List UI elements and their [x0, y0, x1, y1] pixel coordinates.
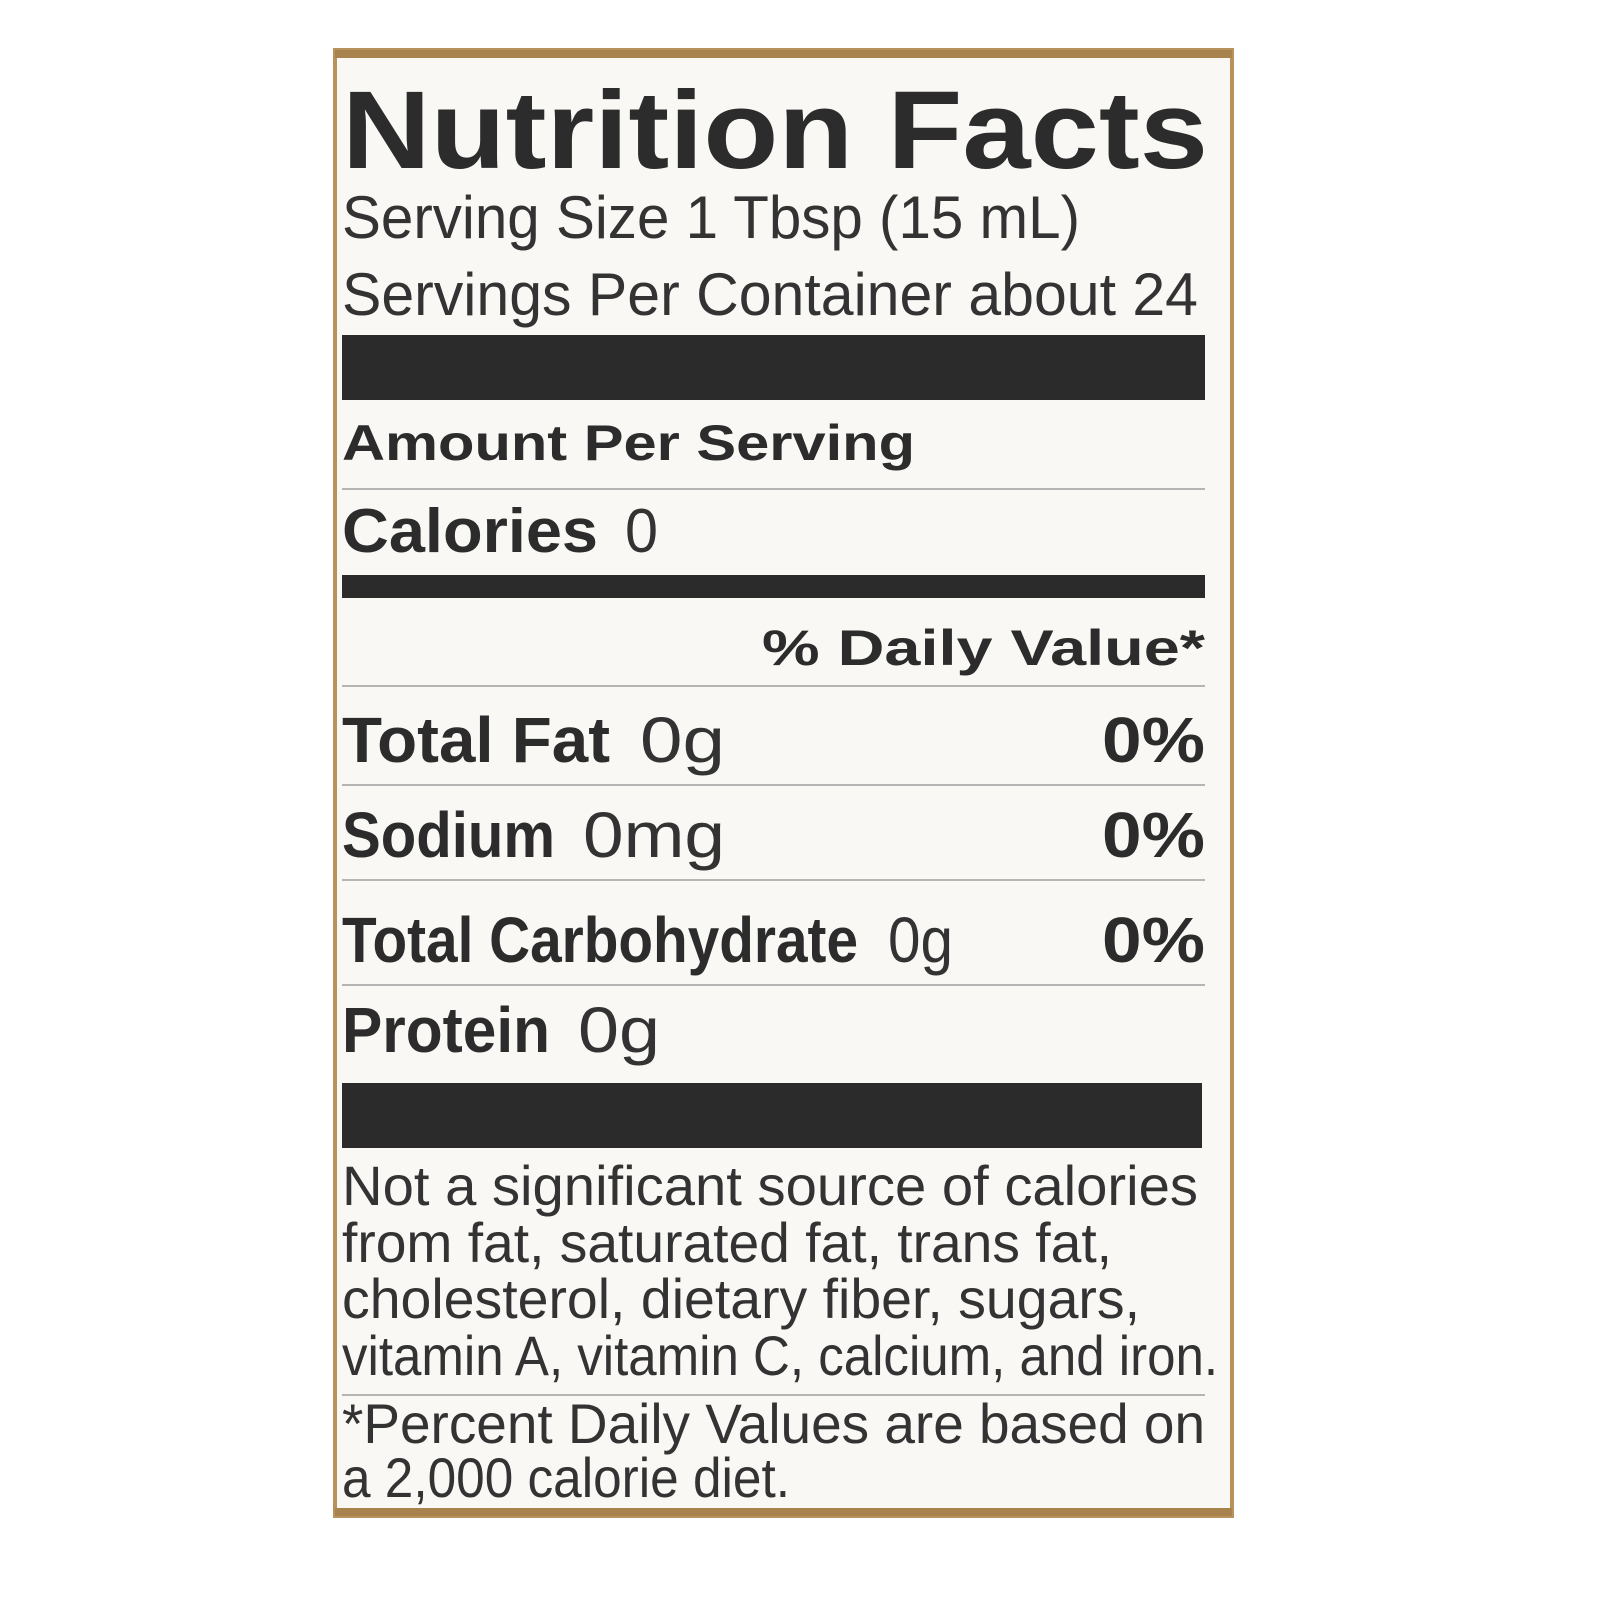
nutrient-amount: 0mg	[583, 799, 725, 871]
nutrient-daily-value: 0%	[1102, 704, 1205, 776]
nutrient-label: Total Fat	[342, 704, 610, 776]
daily-value-note: a 2,000 calorie diet.	[342, 1446, 790, 1509]
amount-per-serving: Amount Per Serving	[342, 415, 915, 471]
nutrient-amount: 0g	[578, 994, 660, 1066]
thick-bar	[342, 1083, 1202, 1148]
nutrient-daily-value: 0%	[1102, 799, 1205, 871]
label-panel	[333, 48, 1234, 1518]
nutrient-amount: 0g	[888, 904, 953, 976]
medium-bar	[342, 575, 1205, 598]
label-edge	[335, 1508, 1232, 1516]
calories-label: Calories	[342, 497, 598, 566]
daily-value-header: % Daily Value*	[762, 620, 1206, 676]
servings-per-container: Servings Per Container about 24	[342, 261, 1198, 328]
footnote-line: cholesterol, dietary fiber, sugars,	[342, 1267, 1140, 1330]
daily-value-note: *Percent Daily Values are based on	[342, 1392, 1205, 1455]
thick-bar	[342, 335, 1205, 400]
nutrient-daily-value: 0%	[1102, 904, 1205, 976]
nutrient-label: Protein	[342, 994, 550, 1066]
title: Nutrition Facts	[342, 69, 1208, 192]
footnote-line: Not a significant source of calories	[342, 1154, 1198, 1217]
nutrient-amount: 0g	[640, 704, 725, 776]
footnote-line: from fat, saturated fat, trans fat,	[342, 1211, 1112, 1274]
footnote-line: vitamin A, vitamin C, calcium, and iron.	[342, 1324, 1218, 1387]
label-edge	[335, 50, 1232, 58]
calories-amount: 0	[625, 497, 658, 566]
serving-size: Serving Size 1 Tbsp (15 mL)	[342, 184, 1080, 251]
nutrient-label: Sodium	[342, 799, 555, 871]
nutrient-label: Total Carbohydrate	[342, 904, 858, 976]
